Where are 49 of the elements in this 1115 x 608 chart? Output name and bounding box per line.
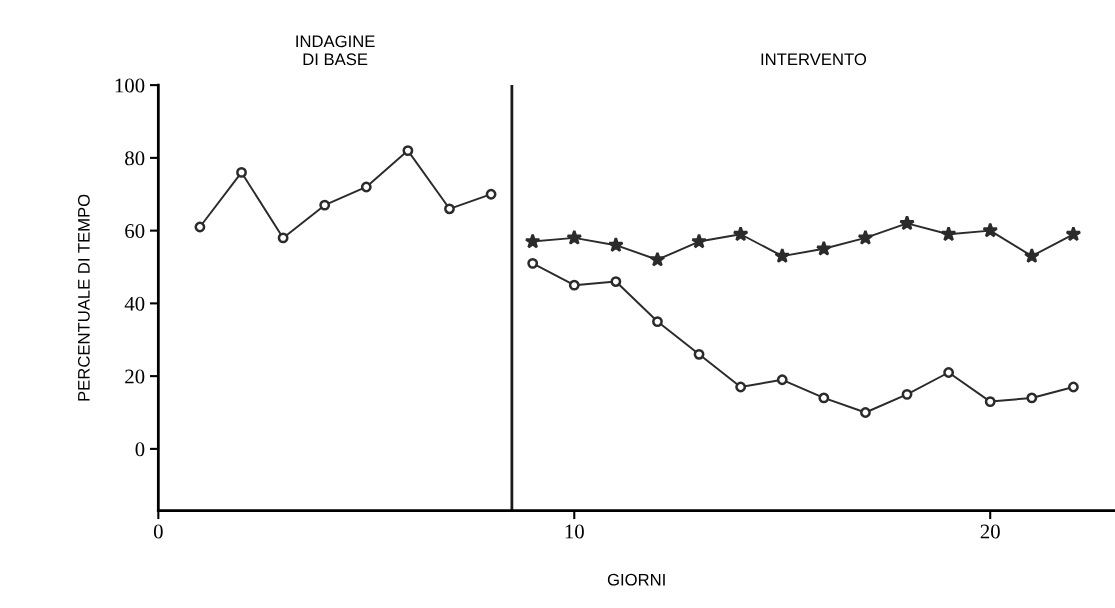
point [1065,226,1082,242]
point [732,226,749,242]
point [774,247,791,263]
point [982,222,999,238]
text: INTERVENTO [761,53,867,66]
point [815,240,832,256]
point [1067,381,1079,393]
point [857,229,874,245]
point [236,167,247,178]
point [940,226,957,242]
point [943,367,955,378]
point [610,276,622,287]
point [901,388,913,400]
point [360,181,372,193]
x-tick-label: 10 [565,524,584,539]
point [566,229,583,245]
y-tick-label: 20 [125,369,145,384]
point [524,233,541,249]
point [776,374,788,386]
point [1026,392,1038,404]
x-tick-label: 20 [980,524,1000,539]
point [693,348,705,360]
point [608,236,624,253]
point [691,233,707,249]
point [277,232,289,244]
point [899,215,915,231]
point [735,381,747,393]
point [527,257,539,269]
y-tick-label: 0 [135,442,145,457]
x-axis-title: GIORNI [607,573,665,586]
text: INDAGINE DI BASE [296,35,375,66]
y-axis-title: PERCENTUALE DI TEMPO [77,194,90,401]
point [568,279,580,291]
point [194,221,206,233]
y-tick-label: 60 [125,224,145,239]
point [860,407,871,418]
point [818,392,830,404]
point [485,188,497,200]
point [1023,247,1040,263]
point [402,145,414,157]
point [984,396,996,408]
y-tick-label: 80 [125,151,145,166]
y-tick-label: 40 [124,296,145,311]
point [444,203,455,215]
y-tick-label: 100 [115,78,145,93]
point [649,251,666,267]
point [652,316,663,327]
point [319,199,331,211]
x-tick-label: 0 [153,524,163,539]
